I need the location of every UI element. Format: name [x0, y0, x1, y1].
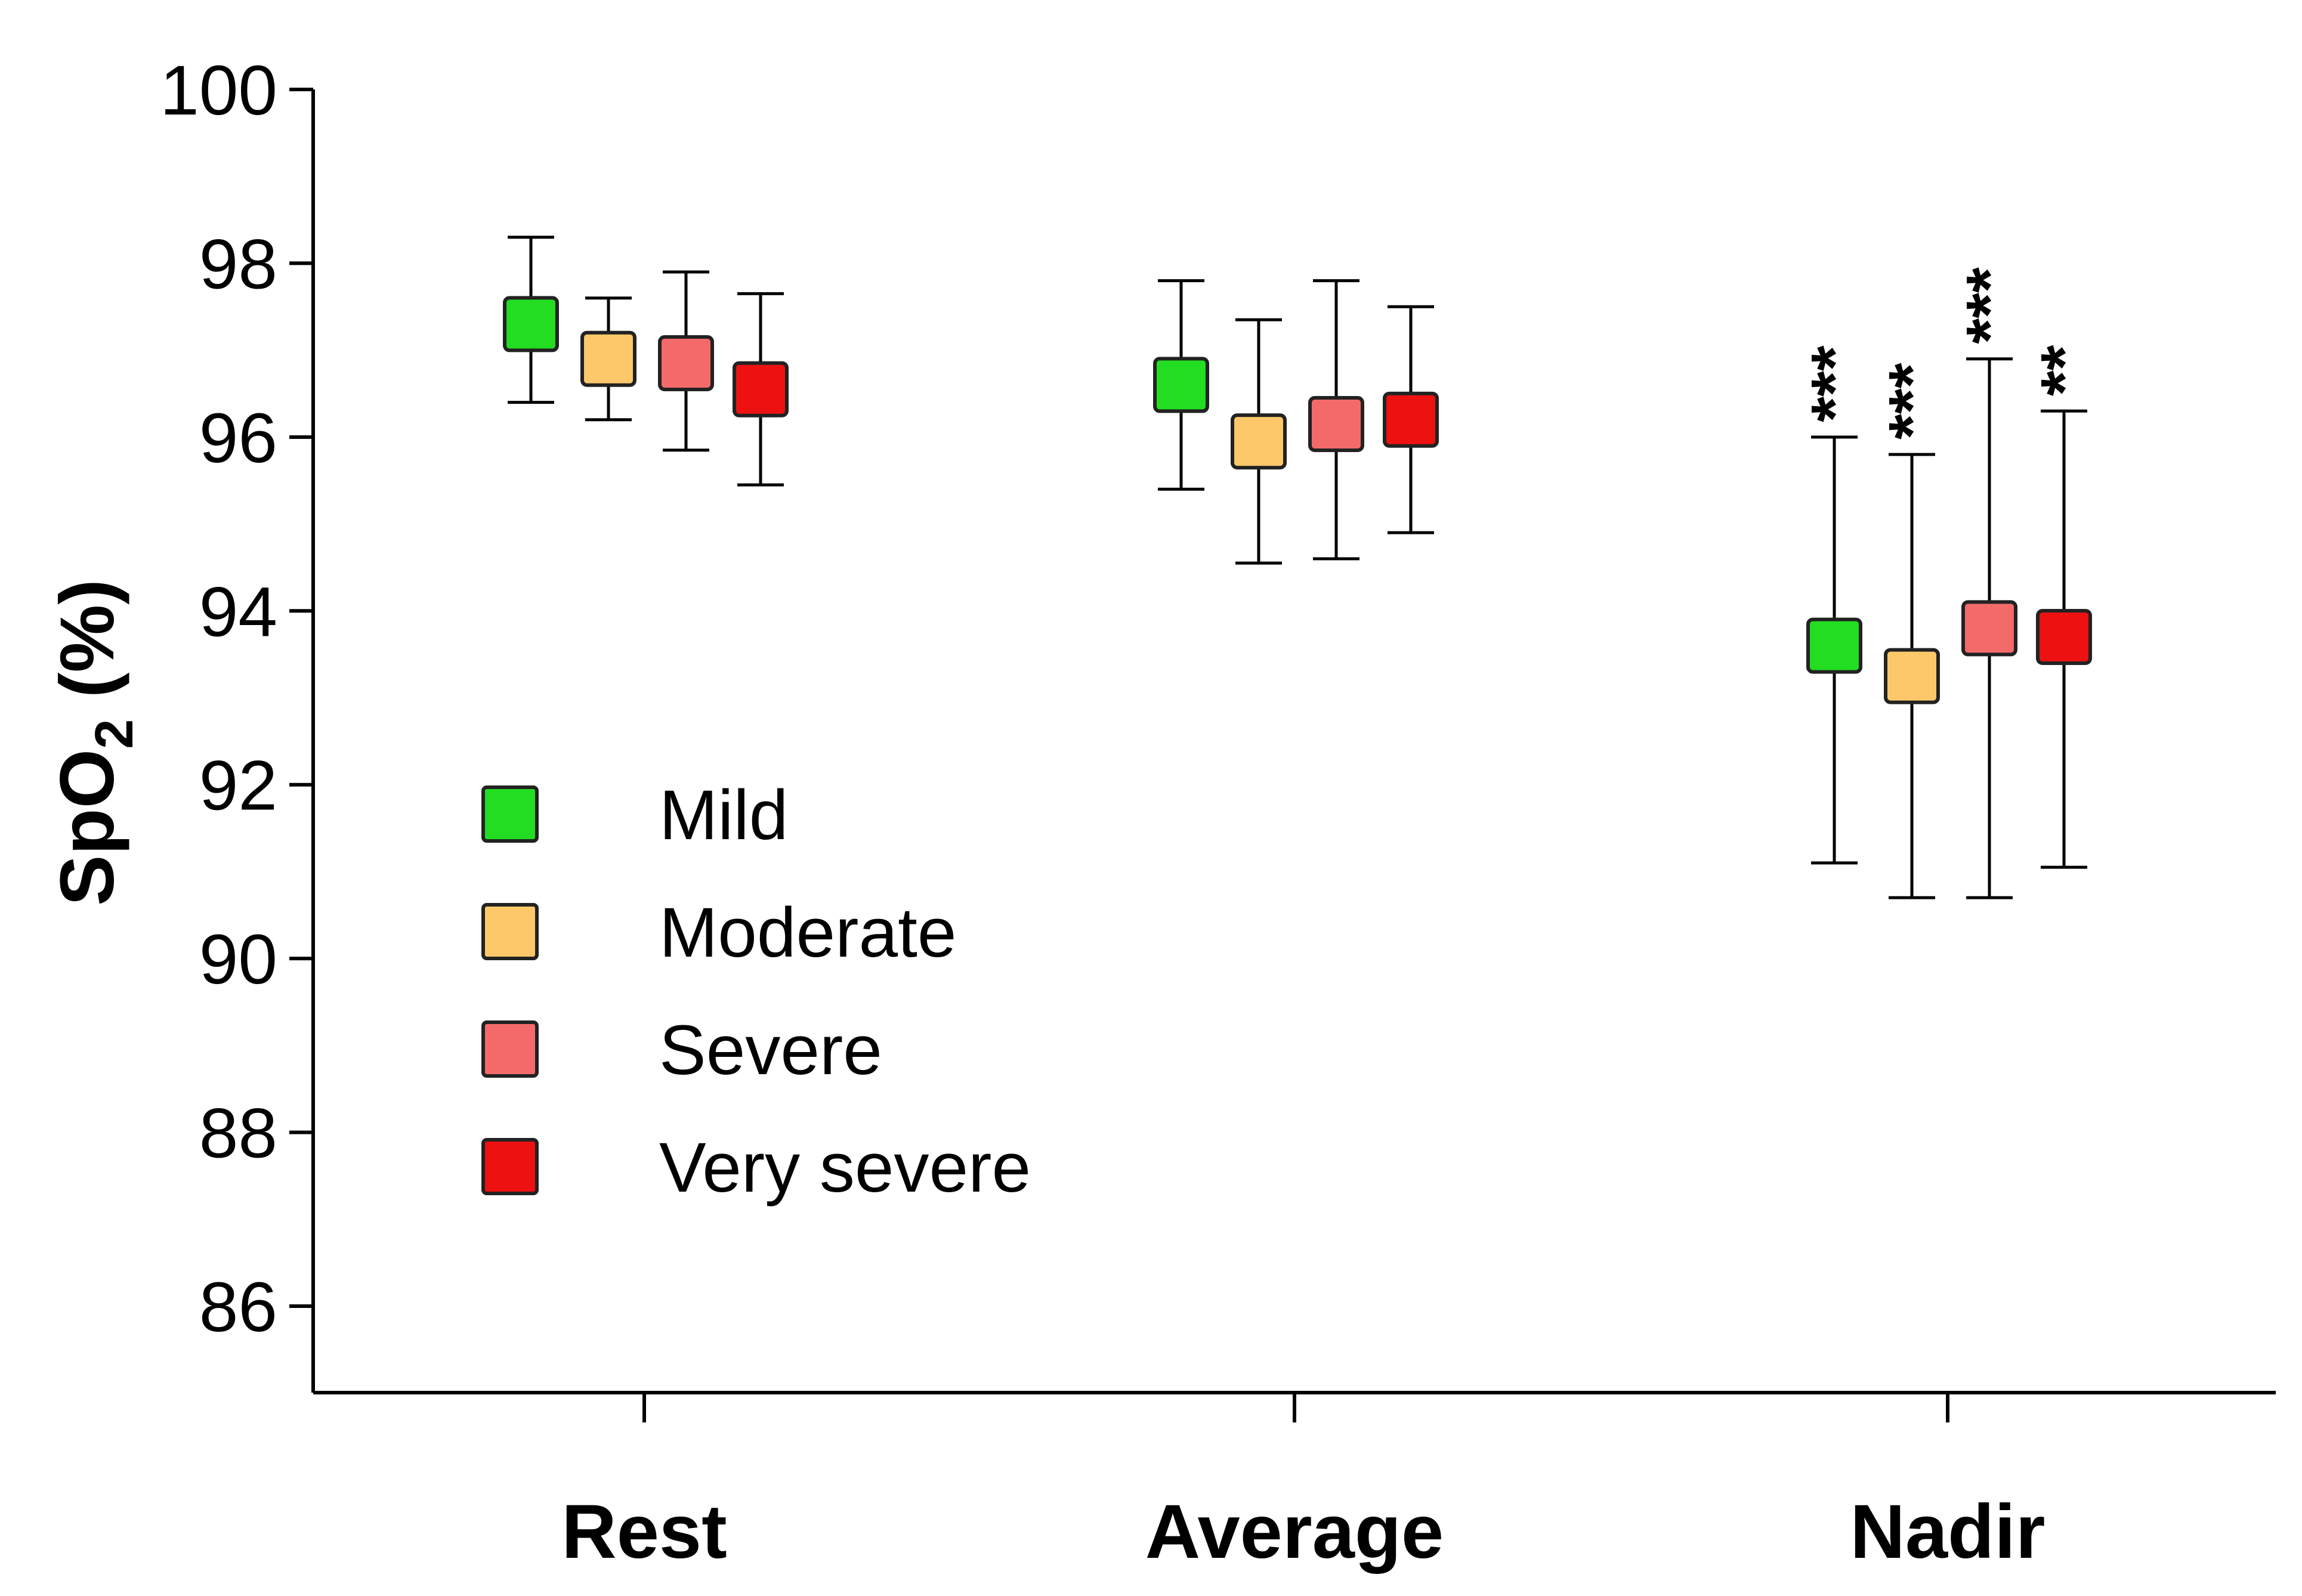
significance-marker: ***: [1875, 363, 1949, 440]
legend-label: Severe: [659, 1011, 882, 1090]
legend-item: Very severe: [481, 1128, 1031, 1207]
plot-area: *** ********: [503, 236, 2101, 899]
series-severe: ***: [658, 267, 2026, 899]
y-axis-label-unit: (%): [45, 579, 130, 719]
y-axis-label: SpO2 (%): [45, 579, 144, 906]
y-tick-label: 94: [199, 573, 277, 651]
data-point: [1308, 396, 1364, 452]
significance-marker: ***: [1798, 345, 1871, 422]
data-point: [503, 296, 559, 352]
data-point: [1231, 413, 1287, 470]
legend-item: Severe: [481, 1011, 882, 1090]
legend-swatch: [481, 903, 539, 960]
legend-swatch: [481, 1138, 539, 1195]
y-tick-label: 98: [199, 225, 277, 304]
data-point: [1153, 357, 1209, 413]
series-mild: ***: [503, 236, 1871, 865]
data-point: [1806, 617, 1862, 674]
legend-item: Mild: [481, 776, 788, 855]
y-tick-label: 92: [199, 747, 277, 825]
series-moderate: ***: [580, 296, 1949, 899]
data-point: [1884, 648, 1940, 704]
legend-label: Moderate: [659, 893, 957, 972]
x-tick-label: Average: [1145, 1489, 1444, 1575]
significance-marker: ***: [1953, 267, 2026, 344]
x-ticks: Rest Average Nadir: [561, 1393, 2045, 1575]
legend-swatch: [481, 785, 539, 843]
y-axis-label-main: SpO: [45, 749, 130, 906]
y-tick-label: 96: [199, 399, 277, 478]
legend: Mild Moderate Severe Very severe: [481, 776, 1031, 1207]
series-very-severe: **: [733, 292, 2101, 869]
y-ticks: 100 98 96 94 92 90 88 86: [160, 51, 313, 1347]
svg-text:SpO2 (%): SpO2 (%): [45, 579, 144, 906]
x-tick-label: Rest: [561, 1489, 727, 1575]
legend-item: Moderate: [481, 893, 957, 972]
data-point: [580, 330, 636, 387]
data-point: [733, 361, 789, 417]
data-point: [1383, 391, 1439, 448]
legend-label: Mild: [659, 776, 788, 855]
x-tick-label: Nadir: [1850, 1489, 2045, 1575]
data-point: [2036, 609, 2092, 665]
legend-label: Very severe: [659, 1128, 1031, 1207]
data-point: [658, 335, 714, 391]
y-tick-label: 90: [199, 920, 277, 999]
legend-swatch: [481, 1020, 539, 1078]
y-tick-label: 100: [160, 51, 277, 130]
y-tick-label: 86: [199, 1268, 277, 1347]
significance-marker: **: [2028, 345, 2101, 396]
data-point: [1961, 600, 2017, 657]
y-tick-label: 88: [199, 1094, 277, 1173]
y-axis-label-subscript: 2: [85, 719, 144, 749]
